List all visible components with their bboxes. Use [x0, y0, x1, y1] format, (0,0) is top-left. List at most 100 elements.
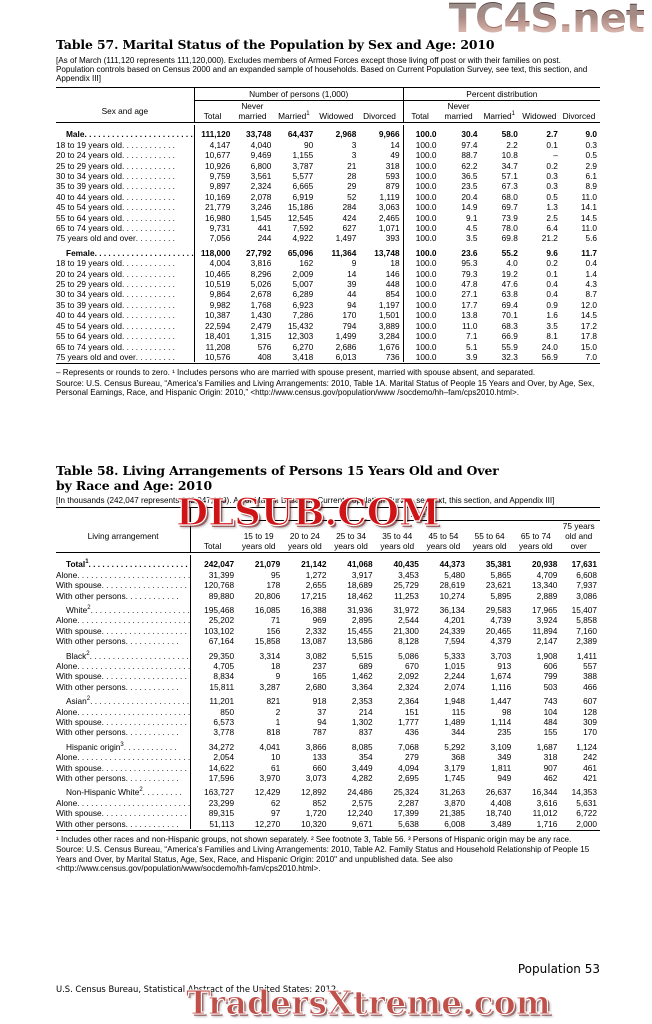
row-label: 30 to 34 years old . . . . . . . . . . .… — [56, 171, 175, 182]
cell: 0.2 — [546, 258, 558, 269]
row-label: 45 to 54 years old . . . . . . . . . . .… — [56, 320, 175, 331]
cell: 852 — [312, 797, 327, 808]
table-row: 55 to 64 years old . . . . . . . . . . .… — [56, 212, 600, 224]
cell: 100.0 — [402, 258, 440, 269]
cell: 100.0 — [402, 299, 440, 311]
cell: 3.5 — [546, 320, 558, 331]
table-row: Alone . . . . . . . . . . . . . . . . . … — [56, 660, 600, 672]
cell: 2,244 — [444, 671, 466, 682]
cell: 100.0 — [402, 150, 440, 161]
cell: 408 — [257, 351, 272, 362]
cell: 1,114 — [491, 716, 512, 727]
table-row: With other persons . . . . . . . . . . .… — [56, 681, 600, 693]
cell: 484 — [543, 716, 558, 727]
cell: 1,116 — [491, 681, 512, 692]
cell: 31,263 — [439, 787, 466, 798]
cell: 4,004 — [193, 258, 234, 269]
cell: 6,270 — [292, 341, 314, 352]
cell: 557 — [583, 660, 597, 671]
cell: 354 — [358, 752, 373, 763]
cell: 3,924 — [536, 615, 558, 626]
cell: 100.0 — [402, 233, 440, 244]
cell: 10,576 — [193, 351, 234, 363]
table-58-block: Table 58. Living Arrangements of Persons… — [56, 463, 600, 874]
cell: 15,186 — [287, 202, 314, 213]
row-label: Non-Hispanic White2 . . . . . . . . . — [66, 787, 182, 798]
cell: 1,908 — [536, 650, 558, 661]
cell: 5,086 — [398, 650, 419, 661]
cell: 1,197 — [378, 299, 400, 310]
cell: 393 — [385, 233, 400, 244]
span-age: Age — [237, 507, 600, 522]
cell: 1,497 — [335, 233, 357, 244]
cell: 1,155 — [292, 150, 314, 161]
cell: 21 — [347, 160, 357, 171]
cell: 242 — [583, 752, 597, 763]
table-row: Female . . . . . . . . . . . . . . . . .… — [56, 243, 600, 259]
cell: 156 — [266, 625, 281, 636]
stub-header-sex-and-age: Sex and age — [101, 106, 149, 117]
cell: 4,201 — [444, 615, 466, 626]
table-row: 75 years old and over . . . . . . . . . 1… — [56, 351, 600, 363]
cell: 1.6 — [546, 310, 558, 321]
cell: 670 — [405, 660, 419, 671]
row-label: Male . . . . . . . . . . . . . . . . . .… — [66, 129, 193, 140]
cell: 9.6 — [546, 247, 558, 258]
table-row: 65 to 74 years old . . . . . . . . . . .… — [56, 341, 600, 352]
cell: 7,592 — [292, 223, 314, 234]
col-never-married-2: Never married — [444, 101, 473, 122]
cell: 7,594 — [444, 636, 466, 647]
cell: 1,015 — [444, 660, 466, 671]
table-58-title-line2: by Race and Age: 2010 — [56, 477, 212, 493]
cell: 1 — [275, 716, 281, 727]
cell: 2,364 — [398, 696, 419, 707]
row-label: Alone . . . . . . . . . . . . . . . . . … — [56, 615, 191, 626]
cell: 97 — [271, 808, 281, 819]
cell: 368 — [451, 752, 466, 763]
cell: 879 — [385, 181, 400, 192]
cell: 436 — [405, 727, 419, 738]
cell: 3,703 — [490, 650, 512, 661]
cell: 24,339 — [439, 625, 466, 636]
cell: 0.4 — [546, 289, 558, 300]
cell: 13,087 — [301, 636, 327, 647]
row-label: 18 to 19 years old . . . . . . . . . . .… — [56, 139, 175, 150]
cell: 90 — [303, 139, 314, 150]
cell: 421 — [583, 773, 597, 784]
cell: 49 — [390, 150, 400, 161]
table-row: 25 to 29 years old . . . . . . . . . . .… — [56, 160, 600, 172]
cell: 3,063 — [378, 202, 400, 213]
cell: 5,895 — [490, 590, 512, 601]
table-row: Alone . . . . . . . . . . . . . . . . . … — [56, 615, 600, 626]
cell: 55.2 — [501, 247, 518, 258]
cell: 4,040 — [250, 139, 272, 150]
cell: 115 — [451, 706, 466, 717]
cell: 0.5 — [546, 191, 558, 202]
cell: 2,678 — [250, 289, 272, 300]
cell: 100.0 — [402, 279, 440, 290]
cell: 3,453 — [398, 569, 419, 580]
cell: 11,894 — [532, 625, 558, 636]
cell: 100.0 — [402, 125, 440, 140]
cell: 5,865 — [490, 569, 512, 580]
col-65-to-74: 65 to 74 years old — [518, 531, 553, 552]
table-row: 75 years old and over . . . . . . . . . 7… — [56, 233, 600, 244]
col-15-to-19: 15 to 19 years old — [241, 531, 276, 552]
cell: – — [553, 150, 558, 161]
cell: 0.1 — [546, 268, 558, 279]
cell: 6,919 — [292, 191, 314, 202]
cell: 151 — [405, 706, 419, 717]
cell: 61 — [271, 762, 281, 773]
cell: 94 — [347, 299, 357, 310]
cell: 949 — [497, 773, 512, 784]
table-row: With other persons . . . . . . . . . . .… — [56, 727, 600, 738]
col-45-to-54: 45 to 54 years old — [426, 531, 461, 552]
table-bottom-rule — [56, 362, 600, 365]
cell: 14.5 — [580, 212, 597, 223]
cell: 78.0 — [501, 223, 518, 234]
cell: 607 — [583, 696, 597, 707]
cell: 95.3 — [461, 258, 478, 269]
cell: 2,889 — [536, 590, 558, 601]
table-row: Asian2 . . . . . . . . . . . . . . . . .… — [56, 692, 600, 707]
row-label: Asian2 . . . . . . . . . . . . . . . . .… — [66, 696, 190, 707]
